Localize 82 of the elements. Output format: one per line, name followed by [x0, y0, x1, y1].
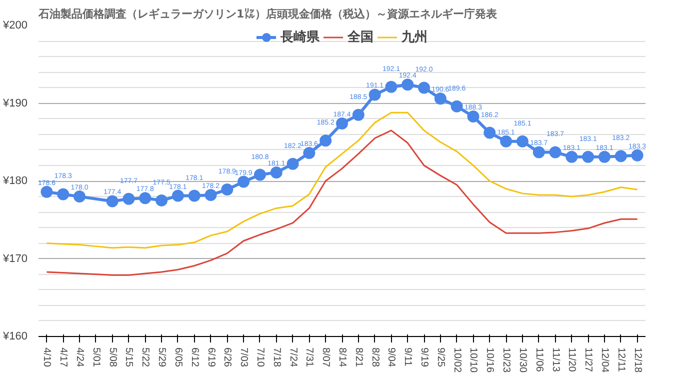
y-tick-label: ¥160 [2, 330, 28, 342]
point [320, 134, 332, 147]
x-tick-label: 7/10 [254, 348, 266, 368]
point [122, 192, 135, 205]
x-tick-label: 5/29 [156, 348, 168, 368]
point [368, 88, 381, 101]
point [434, 92, 446, 105]
x-tick-label: 11/20 [566, 348, 578, 372]
x-tick-label: 6/05 [172, 348, 184, 368]
point [188, 190, 200, 202]
point [385, 80, 398, 93]
point [582, 150, 594, 163]
point [270, 166, 282, 178]
point [139, 192, 152, 204]
legend-label: 九州 [402, 28, 428, 46]
point [106, 195, 118, 208]
x-tick-label: 7/03 [238, 348, 250, 368]
point [221, 184, 234, 196]
point [204, 189, 217, 201]
x-tick-label: 12/04 [598, 348, 610, 373]
legend-label: 全国 [348, 28, 374, 46]
y-tick-label: ¥170 [2, 252, 28, 265]
point [336, 117, 348, 130]
chart-title: 石油製品価格調査（レギュラーガソリン1㍑）店頭現金価格（税込）～資源エネルギー庁発表 [38, 8, 498, 20]
x-tick-label: 5/01 [90, 348, 102, 368]
point [254, 168, 266, 181]
x-tick-label: 10/16 [484, 348, 496, 373]
y-tick-label: ¥200 [2, 20, 28, 32]
x-tick-label: 4/10 [41, 348, 52, 368]
point [156, 194, 168, 206]
x-tick-label: 4/24 [74, 348, 86, 368]
point [598, 150, 610, 163]
point [286, 158, 299, 170]
point [631, 149, 644, 162]
point [303, 147, 316, 159]
point [450, 100, 463, 112]
x-tick-label: 8/21 [352, 348, 364, 368]
point [566, 150, 578, 163]
x-tick-label: 7/24 [287, 348, 298, 368]
point [418, 82, 430, 94]
point [40, 186, 53, 198]
point [532, 146, 545, 158]
point [402, 78, 414, 91]
legend-label: 長崎県 [280, 28, 320, 46]
point [352, 108, 364, 121]
x-tick-label: 11/06 [533, 348, 544, 372]
x-tick-label: 8/07 [320, 348, 332, 368]
x-tick-label: 10/30 [516, 348, 528, 373]
x-tick-label: 7/31 [304, 348, 315, 368]
point [516, 135, 528, 148]
x-tick-label: 8/14 [336, 348, 348, 368]
x-tick-label: 5/15 [123, 348, 134, 368]
x-tick-label: 8/28 [369, 348, 380, 368]
x-tick-label: 7/18 [270, 348, 282, 368]
x-tick-label: 6/12 [188, 348, 200, 368]
x-tick-label: 10/23 [500, 348, 512, 373]
x-tick-label: 6/19 [205, 348, 216, 368]
point [57, 188, 70, 200]
point [500, 135, 512, 148]
y-tick-label: ¥180 [2, 175, 28, 187]
point [74, 190, 86, 203]
point [484, 126, 496, 139]
x-tick-label: 11/27 [582, 348, 594, 372]
x-tick-label: 9/04 [386, 348, 397, 368]
x-tick-label: 5/22 [140, 348, 151, 368]
point [614, 150, 627, 162]
x-tick-label: 9/11 [402, 348, 414, 367]
x-tick-label: 6/26 [222, 348, 233, 368]
x-tick-label: 12/11 [615, 348, 626, 372]
y-tick-label: ¥190 [2, 97, 28, 110]
x-tick-label: 9/25 [434, 348, 446, 368]
point [467, 110, 480, 122]
x-tick-label: 4/17 [58, 348, 69, 368]
x-tick-label: 12/18 [632, 348, 643, 373]
x-tick-label: 10/02 [451, 348, 462, 373]
x-tick-label: 10/10 [468, 348, 479, 373]
point [238, 176, 250, 188]
point [172, 190, 184, 202]
x-tick-label: 11/13 [550, 348, 561, 372]
x-tick-label: 9/19 [418, 348, 430, 368]
x-tick-label: 5/08 [106, 348, 118, 368]
point [549, 146, 562, 158]
